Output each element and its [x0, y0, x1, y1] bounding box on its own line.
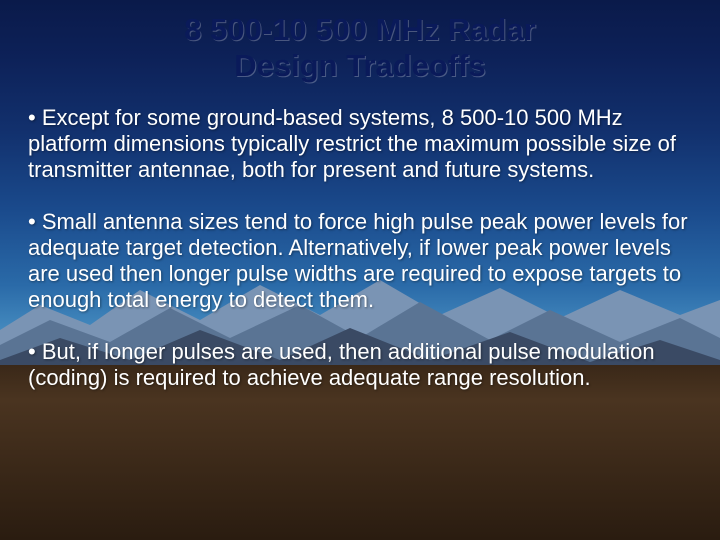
bullet-list: • Except for some ground-based systems, … [28, 105, 692, 391]
slide: 8 500-10 500 MHz Radar Design Tradeoffs … [0, 0, 720, 540]
title-line-1: 8 500-10 500 MHz Radar [184, 12, 536, 47]
bullet-item: • But, if longer pulses are used, then a… [28, 339, 692, 391]
bullet-item: • Except for some ground-based systems, … [28, 105, 692, 183]
title-line-2: Design Tradeoffs [234, 48, 486, 83]
slide-content: 8 500-10 500 MHz Radar Design Tradeoffs … [0, 0, 720, 540]
slide-title: 8 500-10 500 MHz Radar Design Tradeoffs [78, 12, 642, 83]
bullet-item: • Small antenna sizes tend to force high… [28, 209, 692, 313]
